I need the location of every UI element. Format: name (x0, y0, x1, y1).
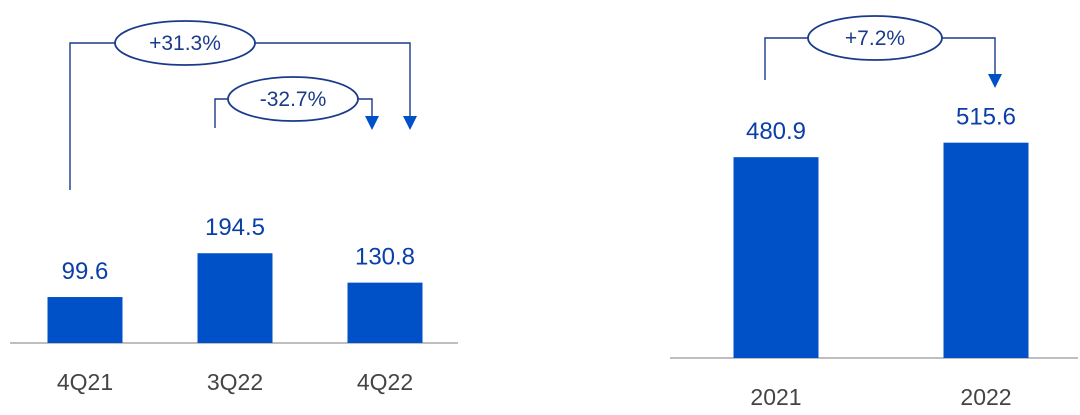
tick-label-4Q21: 4Q21 (57, 369, 113, 395)
bar-4Q22 (347, 282, 423, 343)
bar-2022 (943, 142, 1029, 358)
bar-2021 (733, 157, 819, 358)
data-label-3Q22: 194.5 (205, 214, 265, 241)
bar-4Q21 (47, 297, 123, 343)
change-badge (114, 20, 256, 66)
change-label: -32.7% (260, 88, 327, 111)
change-label: +31.3% (149, 32, 221, 55)
bar-3Q22 (197, 253, 273, 343)
change-arrow-icon (988, 74, 1002, 88)
change-label: +7.2% (845, 27, 905, 50)
data-label-4Q22: 130.8 (355, 244, 415, 271)
change-badge (807, 15, 943, 61)
data-label-2022: 515.6 (956, 104, 1016, 131)
chart-panel-2: 480.9 2021 515.6 2022 +7.2% (670, 15, 1078, 410)
data-label-4Q21: 99.6 (62, 258, 109, 285)
change-arrow-icon (403, 116, 417, 130)
tick-label-3Q22: 3Q22 (207, 369, 263, 395)
data-label-2021: 480.9 (746, 118, 806, 145)
chart-panel-1: 99.6 4Q21 194.5 3Q22 130.8 4Q22 +31.3% -32.7% (10, 20, 458, 395)
change-bracket (69, 42, 411, 190)
tick-label-2022: 2022 (960, 384, 1011, 410)
change-arrow-icon (365, 116, 379, 130)
tick-label-4Q22: 4Q22 (357, 369, 413, 395)
tick-label-2021: 2021 (750, 384, 801, 410)
change-badge (227, 76, 359, 122)
